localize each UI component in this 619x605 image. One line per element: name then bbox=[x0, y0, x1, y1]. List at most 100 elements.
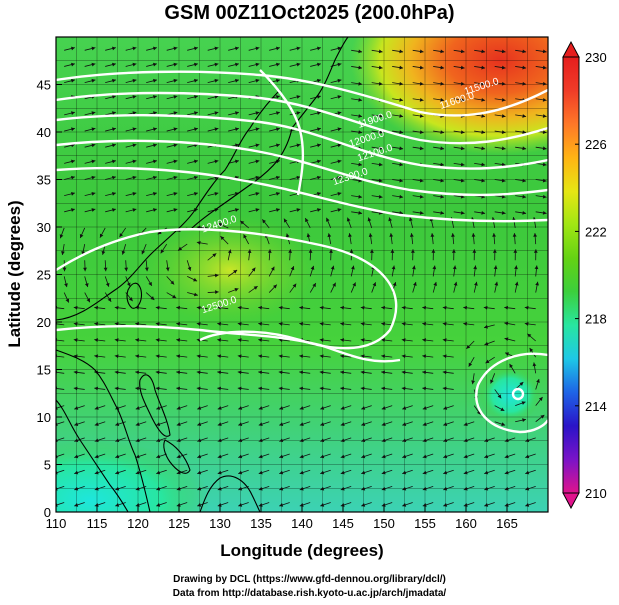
wind-arrow-head bbox=[74, 454, 79, 459]
wind-arrow-head bbox=[101, 250, 106, 255]
wind-arrow-head bbox=[299, 486, 304, 491]
wind-arrow-head bbox=[399, 114, 404, 118]
wind-arrow-head bbox=[235, 143, 239, 148]
wind-arrow-head bbox=[173, 143, 178, 148]
wind-arrow-head bbox=[468, 362, 473, 367]
wind-arrow-head bbox=[402, 486, 407, 491]
wind-arrow-head bbox=[103, 267, 108, 272]
wind-arrow-head bbox=[173, 78, 178, 83]
y-tick-label: 45 bbox=[37, 78, 51, 93]
wind-arrow-head bbox=[460, 146, 465, 151]
wind-arrow-head bbox=[340, 503, 345, 507]
wind-arrow-head bbox=[443, 406, 448, 410]
wind-arrow-head bbox=[255, 46, 260, 51]
cool-region-southwest bbox=[56, 440, 210, 512]
wind-arrow-head bbox=[319, 354, 324, 359]
wind-arrow-head bbox=[472, 249, 477, 253]
wind-arrow-head bbox=[360, 370, 365, 375]
wind-arrow-head bbox=[279, 454, 284, 459]
wind-arrow-head bbox=[538, 397, 543, 401]
contour-12500 bbox=[56, 325, 401, 363]
wind-arrow-head bbox=[378, 194, 383, 199]
contour-east-low bbox=[475, 352, 548, 434]
wind-arrow-head bbox=[463, 422, 468, 426]
wind-arrow-head bbox=[378, 178, 383, 183]
warm-region bbox=[350, 37, 548, 155]
wind-arrow-head bbox=[440, 211, 445, 215]
wind-arrow-head bbox=[176, 454, 181, 459]
wind-arrow-head bbox=[481, 211, 486, 215]
wind-arrow-head bbox=[542, 178, 547, 183]
wind-arrow-head bbox=[217, 486, 222, 491]
wind-arrow-head bbox=[258, 406, 263, 410]
wind-arrow-head bbox=[173, 62, 178, 67]
wind-arrow-head bbox=[135, 486, 140, 491]
wind-arrow-head bbox=[440, 194, 445, 199]
x-tick-label: 150 bbox=[373, 516, 395, 531]
wind-arrow-head bbox=[484, 341, 489, 346]
wind-arrow-head bbox=[276, 46, 280, 51]
x-tick-label: 120 bbox=[127, 516, 149, 531]
wind-arrow-head bbox=[173, 111, 178, 115]
wind-arrow-head bbox=[481, 81, 486, 86]
wind-arrow-head bbox=[340, 454, 345, 459]
wind-arrow-head bbox=[317, 127, 321, 132]
wind-arrow-head bbox=[112, 191, 116, 196]
wind-arrow-head bbox=[361, 486, 366, 491]
wind-arrow-head bbox=[115, 422, 120, 426]
wind-arrow-head bbox=[340, 486, 345, 491]
wind-arrow-head bbox=[340, 370, 345, 375]
wind-arrow-head bbox=[71, 175, 75, 180]
wind-arrow-head bbox=[135, 422, 140, 426]
wind-arrow-head bbox=[65, 298, 70, 303]
x-tick-label: 110 bbox=[46, 516, 67, 531]
wind-arrow-head bbox=[378, 146, 383, 151]
wind-arrow-head bbox=[422, 338, 427, 342]
wind-arrow-head bbox=[473, 265, 478, 270]
wind-arrow-head bbox=[115, 503, 120, 507]
wind-arrow-head bbox=[276, 191, 280, 196]
wind-arrow-head bbox=[94, 438, 99, 443]
wind-arrow-head bbox=[299, 322, 304, 326]
new-guinea-coastline bbox=[199, 475, 261, 512]
wind-arrow-head bbox=[217, 370, 222, 375]
wind-arrow-head bbox=[320, 406, 325, 410]
map-title: GSM 00Z11Oct2025 (200.0hPa) bbox=[164, 2, 455, 24]
wind-arrow-head bbox=[156, 422, 161, 426]
wind-arrow-head bbox=[409, 233, 414, 237]
wind-arrow-head bbox=[71, 208, 75, 212]
wind-arrow-head bbox=[194, 111, 198, 115]
wind-arrow-head bbox=[279, 422, 284, 426]
wind-arrow-head bbox=[505, 352, 510, 356]
wind-arrow-head bbox=[217, 454, 222, 459]
wind-arrow-head bbox=[463, 322, 468, 326]
wind-arrow-head bbox=[360, 386, 365, 391]
wind-arrow-head bbox=[389, 233, 394, 237]
wind-arrow-head bbox=[501, 211, 506, 215]
credit-data-source: Data from http://database.rish.kyoto-u.a… bbox=[172, 588, 447, 599]
philippines-north bbox=[139, 374, 171, 437]
colorbar-tick-label: 214 bbox=[585, 399, 607, 414]
wind-arrow-head bbox=[150, 296, 155, 300]
wind-arrow-head bbox=[542, 211, 547, 215]
wind-arrow-head bbox=[79, 234, 84, 238]
wind-arrow-head bbox=[156, 406, 161, 410]
wind-arrow-head bbox=[542, 146, 547, 151]
y-tick-label: 5 bbox=[44, 458, 51, 473]
wind-arrow-head bbox=[521, 401, 526, 405]
wind-arrow-head bbox=[278, 386, 283, 391]
wind-arrow-head bbox=[484, 486, 489, 491]
japan-islands bbox=[189, 127, 293, 231]
wind-arrow-head bbox=[276, 208, 280, 212]
wind-arrow-head bbox=[176, 305, 181, 310]
wind-arrow-head bbox=[132, 175, 137, 180]
wind-arrow-head bbox=[114, 386, 119, 391]
wind-arrow-head bbox=[112, 78, 116, 83]
contour-ridge bbox=[259, 69, 305, 196]
wind-arrow-head bbox=[402, 454, 407, 459]
wind-arrow-head bbox=[340, 470, 345, 475]
wind-arrow-head bbox=[296, 175, 301, 180]
wind-arrow-head bbox=[440, 178, 445, 183]
wind-arrow-head bbox=[320, 470, 325, 475]
wind-arrow-head bbox=[238, 438, 243, 443]
